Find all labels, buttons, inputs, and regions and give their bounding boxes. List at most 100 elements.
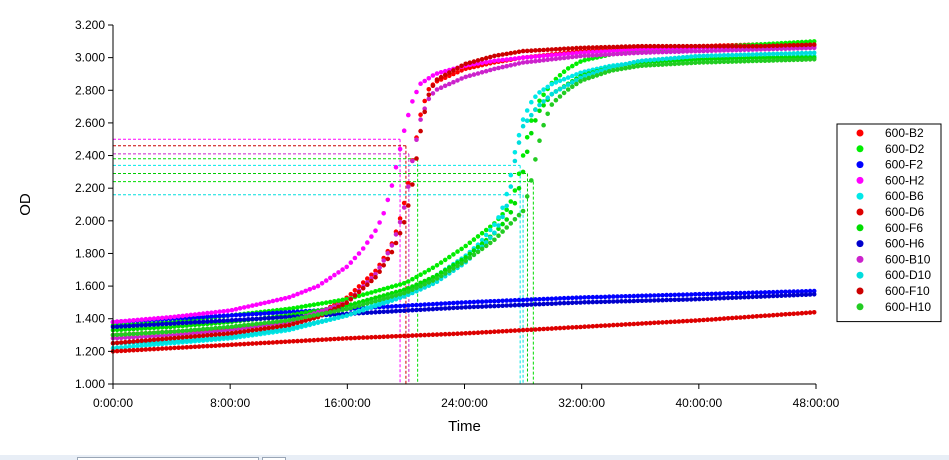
data-point: [553, 326, 559, 331]
data-point: [447, 81, 452, 87]
data-point: [233, 323, 239, 329]
data-point: [754, 290, 760, 295]
data-point: [635, 47, 641, 52]
data-point: [438, 74, 444, 80]
data-point: [414, 89, 419, 95]
data-point: [746, 58, 751, 64]
data-point: [750, 314, 755, 319]
data-point: [451, 266, 456, 271]
data-point: [274, 327, 280, 333]
data-point: [311, 313, 317, 318]
data-point: [336, 304, 341, 310]
data-point: [467, 330, 473, 336]
data-point: [623, 294, 628, 299]
data-point: [455, 305, 460, 311]
data-point: [209, 332, 214, 338]
data-point: [524, 149, 530, 155]
data-point: [196, 311, 202, 317]
data-point: [278, 318, 284, 324]
data-point: [693, 43, 698, 49]
data-point: [467, 240, 473, 246]
data-point: [611, 68, 616, 73]
data-point: [602, 67, 608, 72]
data-point: [541, 301, 546, 307]
data-point: [192, 334, 198, 339]
data-point: [360, 246, 366, 251]
data-point: [758, 52, 764, 57]
data-point: [377, 297, 382, 303]
data-point: [483, 55, 489, 61]
data-point: [734, 315, 739, 321]
legend-marker: [856, 161, 864, 169]
data-point: [410, 303, 415, 308]
data-point: [377, 302, 382, 308]
data-point: [389, 334, 395, 339]
data-point: [151, 333, 157, 339]
data-point: [619, 51, 624, 57]
data-point: [299, 315, 304, 321]
data-point: [672, 292, 678, 298]
data-point: [155, 337, 161, 342]
data-point: [725, 52, 731, 58]
x-tick-label: 16:00:00: [324, 396, 371, 410]
data-point: [697, 296, 702, 302]
legend-label: 600-F10: [885, 284, 930, 298]
data-point: [504, 63, 510, 69]
data-point: [180, 328, 185, 334]
data-point: [676, 319, 682, 324]
data-point: [373, 298, 378, 304]
data-point: [713, 56, 719, 62]
data-point: [471, 330, 477, 336]
data-point: [246, 328, 251, 334]
data-point: [397, 308, 403, 314]
data-point: [713, 48, 719, 53]
data-point: [557, 46, 563, 52]
data-point: [225, 331, 231, 336]
data-point: [241, 329, 247, 334]
data-point: [307, 313, 313, 319]
data-point: [770, 51, 776, 57]
data-point: [381, 258, 387, 263]
data-point: [590, 324, 596, 329]
data-point: [725, 295, 731, 301]
data-point: [779, 289, 784, 295]
data-point: [159, 346, 165, 351]
data-point: [729, 43, 735, 49]
data-point: [553, 301, 559, 306]
data-point: [582, 295, 587, 300]
data-point: [516, 61, 522, 66]
data-point: [516, 49, 522, 55]
data-point: [533, 48, 538, 53]
data-point: [270, 325, 276, 330]
data-point: [426, 87, 432, 92]
data-point: [438, 301, 444, 307]
data-point: [328, 337, 333, 342]
data-point: [565, 295, 571, 301]
data-point: [684, 297, 690, 302]
data-point: [442, 72, 448, 78]
data-point: [479, 237, 485, 243]
data-point: [545, 296, 550, 302]
data-point: [545, 84, 550, 90]
data-point: [319, 318, 325, 324]
data-point: [176, 345, 181, 351]
data-point: [578, 59, 583, 64]
data-point: [635, 321, 641, 327]
data-point: [565, 87, 571, 92]
data-point: [561, 325, 567, 331]
data-point: [553, 76, 559, 82]
data-point: [258, 316, 263, 322]
data-point: [623, 61, 628, 67]
data-point: [635, 293, 641, 299]
data-point: [447, 331, 452, 337]
data-point: [684, 54, 690, 60]
data-point: [164, 329, 169, 335]
data-point: [545, 326, 550, 332]
data-point: [192, 312, 198, 317]
data-point: [389, 243, 395, 248]
data-point: [647, 43, 653, 49]
data-point: [233, 307, 239, 312]
data-point: [520, 208, 526, 214]
data-point: [742, 290, 747, 296]
